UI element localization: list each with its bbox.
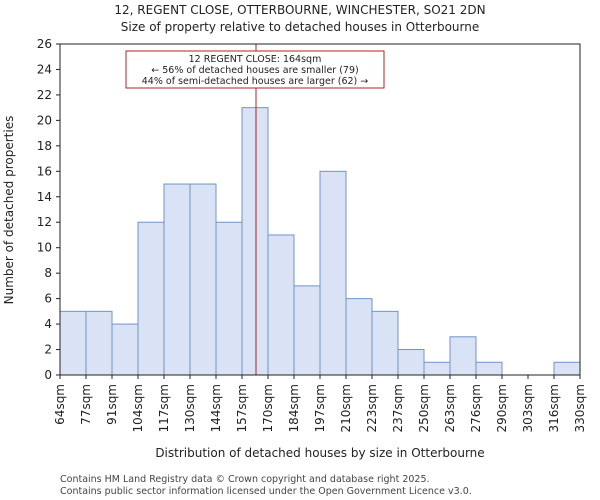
y-tick-label: 14 xyxy=(37,190,52,204)
x-tick-label-290sqm: 290sqm xyxy=(495,384,509,432)
bar-77sqm xyxy=(85,310,113,376)
y-tick-label: 2 xyxy=(44,343,52,357)
y-tick-label: 0 xyxy=(44,368,52,382)
y-tick-label: 16 xyxy=(37,164,52,178)
x-tick-label-316sqm: 316sqm xyxy=(547,384,561,432)
bar-64sqm xyxy=(59,310,87,376)
y-tick-label: 4 xyxy=(44,317,52,331)
x-tick-label-210sqm: 210sqm xyxy=(339,384,353,432)
bar-237sqm xyxy=(397,349,425,376)
y-tick-label: 18 xyxy=(37,139,52,153)
x-tick-label-330sqm: 330sqm xyxy=(573,384,587,432)
bar-250sqm xyxy=(423,361,451,376)
annotation-line-3: 44% of semi-detached houses are larger (… xyxy=(142,76,369,87)
annotation-box xyxy=(125,50,385,89)
y-tick-label: 24 xyxy=(37,62,52,76)
chart-title: 12, REGENT CLOSE, OTTERBOURNE, WINCHESTE… xyxy=(114,3,485,17)
x-tick-label-157sqm: 157sqm xyxy=(235,384,249,432)
x-tick-label-144sqm: 144sqm xyxy=(209,384,223,432)
chart-subtitle: Size of property relative to detached ho… xyxy=(121,20,479,34)
y-tick-label: 26 xyxy=(37,37,52,51)
x-tick-label-170sqm: 170sqm xyxy=(261,384,275,432)
bar-316sqm xyxy=(553,361,581,376)
bar-263sqm xyxy=(449,336,477,376)
bar-104sqm xyxy=(137,221,165,376)
bar-144sqm xyxy=(215,221,243,376)
x-tick-label-130sqm: 130sqm xyxy=(183,384,197,432)
bar-223sqm xyxy=(371,310,399,376)
x-tick-label-237sqm: 237sqm xyxy=(391,384,405,432)
bar-130sqm xyxy=(189,183,217,376)
annotation-line-2: ← 56% of detached houses are smaller (79… xyxy=(151,65,358,76)
bar-276sqm xyxy=(475,361,503,376)
bar-197sqm xyxy=(319,170,347,376)
x-tick-label-303sqm: 303sqm xyxy=(521,384,535,432)
y-tick-label: 12 xyxy=(37,215,52,229)
x-tick-label-276sqm: 276sqm xyxy=(469,384,483,432)
y-tick-label: 22 xyxy=(37,88,52,102)
x-tick-label-197sqm: 197sqm xyxy=(313,384,327,432)
x-tick-label-117sqm: 117sqm xyxy=(157,384,171,432)
x-axis-label: Distribution of detached houses by size … xyxy=(155,446,484,460)
footer-line-1: Contains HM Land Registry data © Crown c… xyxy=(60,474,430,485)
x-tick-label-77sqm: 77sqm xyxy=(79,384,93,425)
x-tick-label-184sqm: 184sqm xyxy=(287,384,301,432)
x-tick-label-250sqm: 250sqm xyxy=(417,384,431,432)
y-tick-label: 6 xyxy=(44,292,52,306)
x-tick-label-263sqm: 263sqm xyxy=(443,384,457,432)
y-axis-label: Number of detached properties xyxy=(2,116,16,305)
y-tick-label: 10 xyxy=(37,241,52,255)
bar-170sqm xyxy=(267,234,295,376)
x-tick-label-64sqm: 64sqm xyxy=(53,384,67,425)
x-tick-label-223sqm: 223sqm xyxy=(365,384,379,432)
bar-157sqm xyxy=(241,107,269,376)
marker-group: 12 REGENT CLOSE: 164sqm← 56% of detached… xyxy=(125,44,385,375)
bar-117sqm xyxy=(163,183,191,376)
x-tick-label-104sqm: 104sqm xyxy=(131,384,145,432)
bar-210sqm xyxy=(345,298,373,376)
y-tick-label: 20 xyxy=(37,113,52,127)
annotation-line-1: 12 REGENT CLOSE: 164sqm xyxy=(189,54,322,65)
footer-line-2: Contains public sector information licen… xyxy=(60,486,472,497)
y-tick-label: 8 xyxy=(44,266,52,280)
bars-group xyxy=(59,107,581,376)
x-axis: 64sqm 77sqm 91sqm 104sqm 117sqm 130sqm 144sqm 1… xyxy=(53,375,587,432)
x-tick-label-91sqm: 91sqm xyxy=(105,384,119,425)
bar-91sqm xyxy=(111,323,139,376)
bar-184sqm xyxy=(293,285,321,376)
